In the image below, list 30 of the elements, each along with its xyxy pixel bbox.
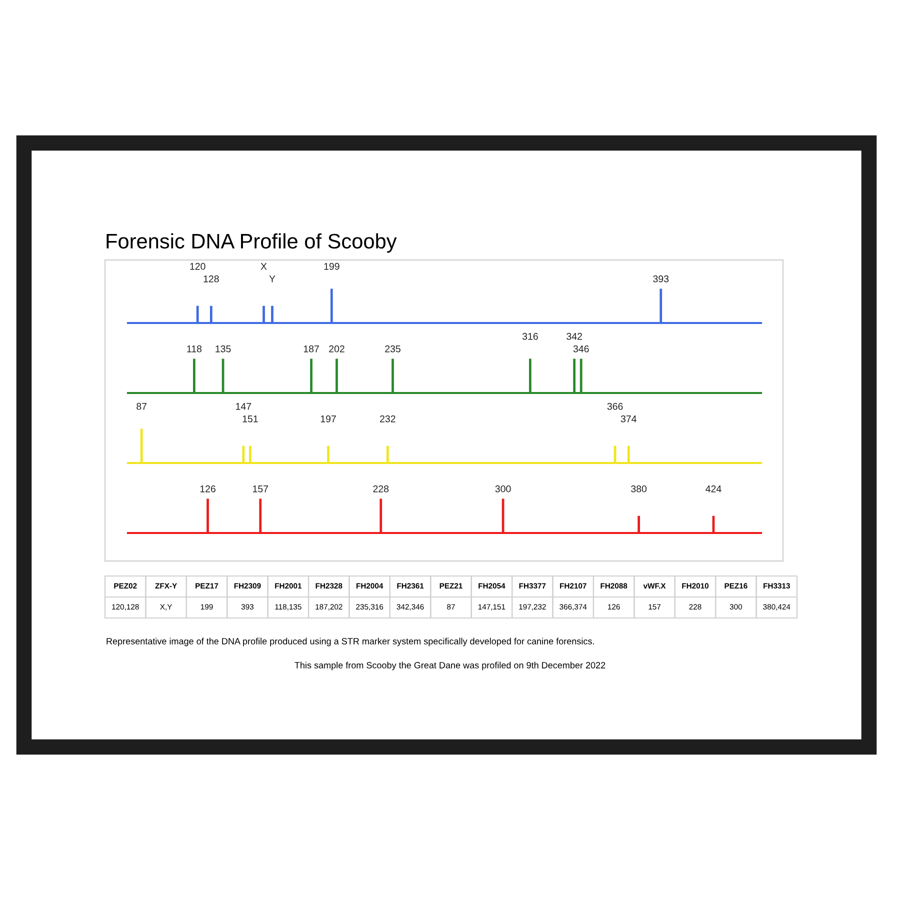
x-tick-label: 228 [373, 485, 389, 492]
x2-tick-label: 342 [566, 332, 582, 340]
x-tick-label: 128 [204, 275, 219, 282]
x-tick-label: Y [269, 276, 276, 282]
x-tick-label: 151 [242, 416, 258, 422]
x-tick-label: 187 [304, 345, 319, 352]
x2-tick-label: 147 [236, 403, 252, 410]
text: Representative image of the DNA profile produced using a STR marker system specifically developed for canine forensics. [106, 638, 594, 646]
x-tick-label: 346 [573, 345, 589, 352]
x-tick-label: 126 [200, 485, 216, 492]
x2-tick-label: 87 [136, 402, 146, 410]
x-tick-label: 157 [253, 486, 268, 492]
x2-tick-label: 120 [190, 262, 206, 270]
x2-tick-label: X [260, 263, 267, 270]
x-tick-label: 300 [495, 485, 511, 492]
text: This sample from Scooby the Great Dane was profiled on 9th December 2022 [294, 662, 606, 670]
x2-tick-label: 316 [522, 332, 538, 340]
chart-title: Forensic DNA Profile of Scooby [106, 233, 397, 253]
x-tick-label: 135 [216, 345, 231, 352]
x-tick-label: 424 [706, 485, 722, 492]
x-tick-label: 393 [653, 275, 669, 282]
x-tick-label: 235 [385, 345, 400, 352]
x2-tick-label: 199 [324, 262, 340, 270]
x-tick-label: 202 [329, 345, 344, 352]
x-tick-label: 197 [320, 415, 336, 422]
x-tick-label: 374 [620, 415, 636, 422]
x-tick-label: 232 [380, 415, 396, 422]
x2-tick-label: 366 [607, 402, 623, 410]
x-tick-label: 380 [631, 485, 647, 492]
x-tick-label: 118 [187, 345, 202, 352]
